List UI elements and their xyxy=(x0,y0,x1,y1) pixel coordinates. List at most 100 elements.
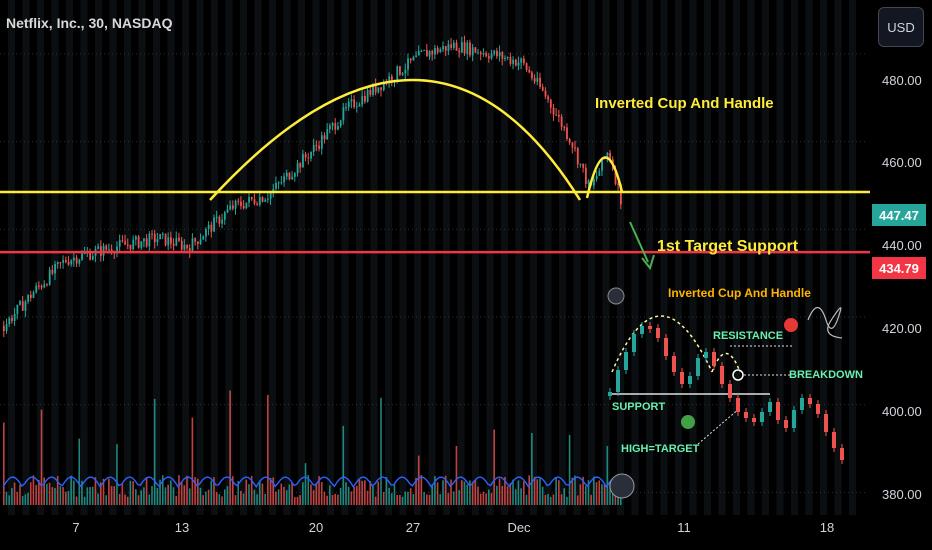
volume-bar xyxy=(170,480,172,505)
candle-body xyxy=(487,56,490,59)
volume-bar xyxy=(345,482,347,505)
candle-body xyxy=(159,234,162,240)
volume-bar xyxy=(417,455,420,505)
session-band xyxy=(138,0,146,515)
candle-body xyxy=(493,50,496,54)
volume-bar xyxy=(420,475,423,505)
candle-body xyxy=(471,47,474,56)
volume-bar xyxy=(118,493,121,505)
volume-bar xyxy=(310,484,312,505)
currency-button[interactable]: USD xyxy=(878,7,924,47)
session-band xyxy=(472,0,479,515)
volume-bar xyxy=(364,480,366,505)
volume-bar xyxy=(541,486,544,505)
session-band xyxy=(776,0,784,515)
candle-body xyxy=(161,233,164,235)
candle-body xyxy=(544,90,547,97)
volume-bar xyxy=(280,483,283,505)
volume-bar xyxy=(560,494,563,505)
volume-bar xyxy=(347,486,350,505)
session-band xyxy=(341,0,349,515)
candle-body xyxy=(431,51,434,55)
session-band xyxy=(182,0,189,515)
session-band xyxy=(167,0,175,515)
candle-body xyxy=(299,163,302,168)
inset-candle-body xyxy=(672,356,676,372)
volume-bar xyxy=(506,486,509,505)
symbol-title: Netflix, Inc., 30, NASDAQ xyxy=(6,15,173,31)
volume-bar xyxy=(229,390,231,505)
candle-body xyxy=(250,197,253,200)
inset-candle-body xyxy=(776,402,780,420)
candle-body xyxy=(450,44,453,48)
volume-bar xyxy=(75,496,78,505)
candle-body xyxy=(218,216,221,224)
session-band xyxy=(544,0,552,515)
volume-bar xyxy=(124,494,126,505)
candle-body xyxy=(358,104,361,107)
volume-bar xyxy=(215,492,218,505)
volume-bar xyxy=(159,479,161,505)
candle-body xyxy=(329,125,331,130)
volume-bar xyxy=(16,491,19,505)
volume-bar xyxy=(533,476,536,505)
volume-bar xyxy=(86,487,89,505)
candle-body xyxy=(40,285,43,288)
candle-body xyxy=(237,200,240,202)
volume-bar xyxy=(237,481,240,505)
volume-bar xyxy=(89,486,91,505)
session-band xyxy=(269,0,276,515)
volume-bar xyxy=(11,487,13,505)
candle-body xyxy=(568,138,571,143)
session-band xyxy=(80,0,88,515)
candle-body xyxy=(447,44,450,51)
volume-bar xyxy=(54,487,56,505)
candle-body xyxy=(229,205,232,210)
volume-bar xyxy=(584,485,587,505)
candle-body xyxy=(595,175,598,179)
volume-bar xyxy=(576,495,579,505)
candle-body xyxy=(275,182,277,189)
candle-body xyxy=(536,77,539,82)
volume-bar xyxy=(194,477,196,505)
candle-body xyxy=(339,120,342,127)
candle-body xyxy=(170,237,172,244)
session-band xyxy=(805,0,813,515)
candle-body xyxy=(571,142,574,148)
candle-body xyxy=(355,106,358,108)
volume-bar xyxy=(563,488,566,505)
candle-body xyxy=(35,285,38,293)
volume-bar xyxy=(8,495,10,505)
candle-body xyxy=(404,69,407,74)
volume-bar xyxy=(474,479,477,505)
y-tick-label: 400.00 xyxy=(882,404,922,419)
inset-candle-body xyxy=(792,410,796,428)
candle-body xyxy=(19,301,21,305)
volume-bar xyxy=(571,477,574,505)
volume-bar xyxy=(180,482,183,505)
inset-candle-body xyxy=(624,352,628,370)
candle-body xyxy=(54,264,56,274)
candle-body xyxy=(73,257,75,261)
session-band xyxy=(457,0,465,515)
volume-bar xyxy=(598,480,601,505)
volume-bar xyxy=(485,493,487,505)
volume-bar xyxy=(426,494,428,505)
session-band xyxy=(704,0,711,515)
inset-candle-body xyxy=(808,398,812,404)
candle-body xyxy=(156,239,159,243)
candle-body xyxy=(364,95,366,102)
candle-body xyxy=(97,246,100,249)
candle-body xyxy=(148,233,151,247)
candle-body xyxy=(566,127,568,139)
volume-bar xyxy=(250,475,253,505)
volume-bar xyxy=(91,486,94,505)
candle-body xyxy=(584,167,587,184)
candle-body xyxy=(27,294,30,302)
volume-bar xyxy=(78,438,81,505)
session-band xyxy=(37,0,44,515)
session-band xyxy=(414,0,421,515)
volume-bar xyxy=(35,484,37,505)
volume-bar xyxy=(315,483,318,505)
